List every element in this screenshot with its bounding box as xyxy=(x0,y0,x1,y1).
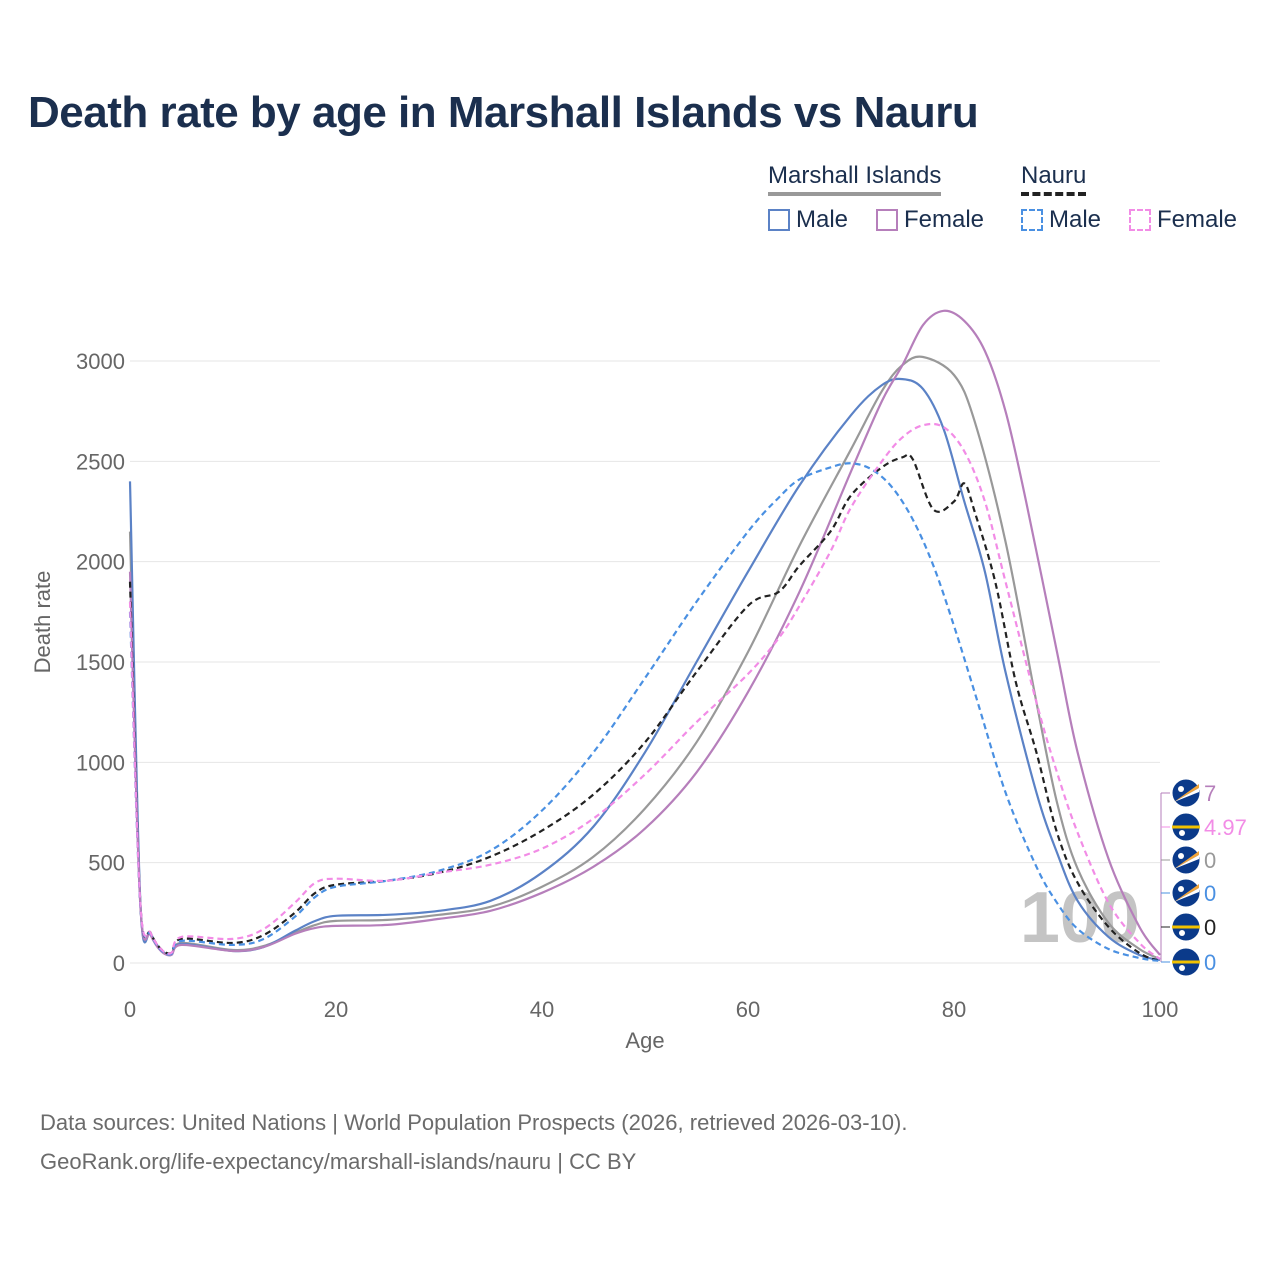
grid-lines xyxy=(130,360,1160,964)
marshall-islands-flag-icon xyxy=(1171,778,1201,808)
end-value-label: 0 xyxy=(1204,915,1216,940)
end-value-label: 7 xyxy=(1204,781,1216,806)
y-tick-label: 500 xyxy=(88,851,125,876)
x-tick-label: 40 xyxy=(530,997,554,1022)
legend-swatch xyxy=(1021,209,1043,231)
marshall-islands-flag-icon xyxy=(1171,878,1201,908)
series-line-marshall-islands-male[interactable] xyxy=(128,377,1161,962)
x-axis-label: Age xyxy=(625,1028,664,1053)
series-line-nauru-total[interactable] xyxy=(128,453,1161,963)
series-line-marshall-islands-total[interactable] xyxy=(128,355,1161,960)
x-tick-label: 60 xyxy=(736,997,760,1022)
end-value-label: 0 xyxy=(1204,848,1216,873)
source-line: Data sources: United Nations | World Pop… xyxy=(40,1110,908,1135)
legend-swatch xyxy=(1129,209,1151,231)
legend-group-label: Nauru xyxy=(1021,162,1087,196)
x-tick-label: 0 xyxy=(124,997,136,1022)
nauru-flag-icon xyxy=(1171,912,1201,942)
end-value-label: 0 xyxy=(1204,950,1216,975)
end-value-label: 0 xyxy=(1204,881,1216,906)
series-lines xyxy=(128,309,1161,963)
y-axis: 0 500 1000 1500 2000 2500 3000 xyxy=(76,349,125,976)
y-tick-label: 3000 xyxy=(76,349,125,374)
series-line-marshall-islands-female[interactable] xyxy=(128,309,1161,957)
series-line-nauru-female[interactable] xyxy=(128,422,1161,960)
y-tick-label: 1000 xyxy=(76,750,125,775)
y-tick-label: 0 xyxy=(113,951,125,976)
legend-swatch xyxy=(876,209,898,231)
marshall-islands-flag-icon xyxy=(1171,845,1201,875)
y-tick-label: 2000 xyxy=(76,550,125,575)
x-tick-label: 80 xyxy=(942,997,966,1022)
source-link[interactable]: GeoRank.org/life-expectancy/marshall-isl… xyxy=(40,1149,637,1174)
nauru-flag-icon xyxy=(1171,947,1201,977)
legend-item-label: Female xyxy=(1157,206,1238,233)
legend-swatch xyxy=(768,209,790,231)
y-tick-label: 2500 xyxy=(76,449,125,474)
legend-group-nauru[interactable]: Nauru xyxy=(1021,162,1087,196)
legend-group-marshall-islands[interactable]: Marshall Islands xyxy=(768,162,942,196)
legend-item-label: Male xyxy=(1049,206,1102,233)
x-axis: 0 20 40 60 80 100 xyxy=(124,997,1178,1022)
series-line-nauru-male[interactable] xyxy=(128,462,1161,963)
legend-item-marshall-female[interactable]: Female xyxy=(876,206,984,234)
x-tick-label: 20 xyxy=(324,997,348,1022)
x-tick-label: 100 xyxy=(1142,997,1179,1022)
end-labels: 7 4.97 0 0 0 0 xyxy=(1160,778,1247,977)
legend-item-nauru-female[interactable]: Female xyxy=(1129,206,1237,234)
legend-item-label: Male xyxy=(796,206,849,233)
legend-item-label: Female xyxy=(904,206,985,233)
end-value-label: 4.97 xyxy=(1204,815,1247,840)
y-axis-label: Death rate xyxy=(30,571,55,674)
chart-title: Death rate by age in Marshall Islands vs… xyxy=(28,88,979,137)
legend-group-label: Marshall Islands xyxy=(768,162,942,196)
nauru-flag-icon xyxy=(1171,812,1201,842)
y-tick-label: 1500 xyxy=(76,650,125,675)
legend-item-nauru-male[interactable]: Male xyxy=(1021,206,1101,234)
legend-item-marshall-male[interactable]: Male xyxy=(768,206,848,234)
